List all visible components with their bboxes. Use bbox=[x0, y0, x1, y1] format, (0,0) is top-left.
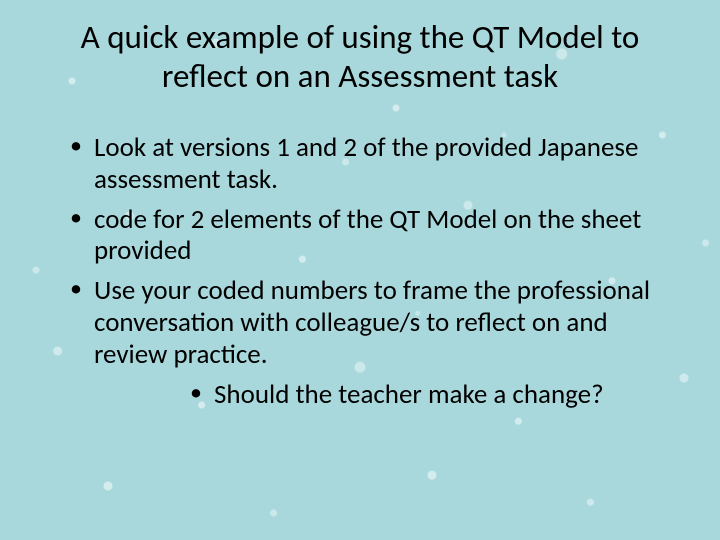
bullet-item: Look at versions 1 and 2 of the provided… bbox=[70, 132, 680, 196]
bullet-item: Use your coded numbers to frame the prof… bbox=[70, 275, 680, 410]
slide-title: A quick example of using the QT Model to… bbox=[40, 18, 680, 96]
sub-bullet-item: Should the teacher make a change? bbox=[190, 379, 680, 411]
bullet-list: Look at versions 1 and 2 of the provided… bbox=[40, 132, 680, 411]
bullet-text: Use your coded numbers to frame the prof… bbox=[94, 274, 650, 371]
sub-bullet-list: Should the teacher make a change? bbox=[94, 379, 680, 411]
slide-content: A quick example of using the QT Model to… bbox=[0, 0, 720, 439]
bullet-item: code for 2 elements of the QT Model on t… bbox=[70, 204, 680, 268]
